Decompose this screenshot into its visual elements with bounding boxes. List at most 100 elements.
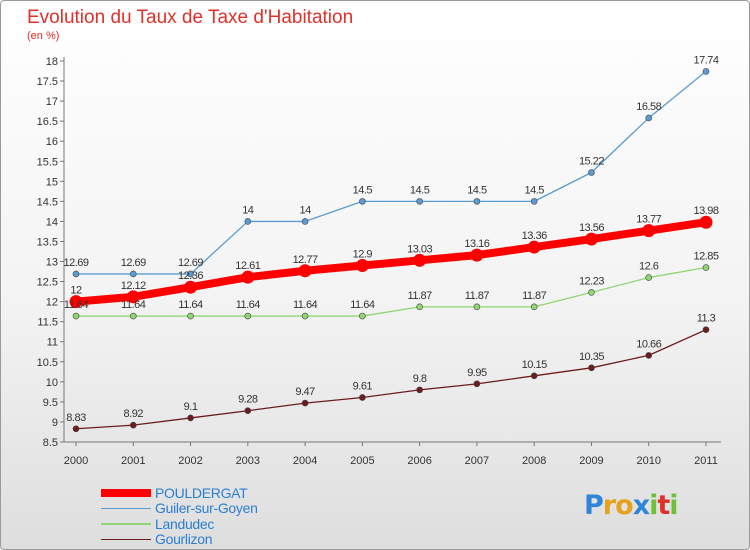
data-point [355,259,369,273]
data-point [72,425,80,433]
data-point [359,394,366,401]
data-label: 12.12 [121,280,146,292]
data-point [126,290,140,304]
data-label: 9.61 [353,380,373,392]
logo-letter: t [657,490,670,521]
legend-swatch [101,488,151,497]
data-label: 10.35 [579,351,604,363]
legend-swatch [101,507,151,509]
data-label: 13.16 [464,238,489,250]
logo-letter: o [615,490,634,521]
y-tick-label: 14.5 [37,196,58,208]
data-label: 14.5 [524,184,544,196]
data-point [702,264,710,271]
data-point [702,68,710,75]
data-label: 12.61 [235,260,260,272]
x-tick-label: 2010 [636,455,660,467]
data-label: 12.69 [63,257,88,269]
data-label: 10.66 [636,338,661,350]
data-point [530,372,538,380]
data-point [530,198,538,205]
data-point [527,240,541,254]
data-label: 14.5 [353,184,373,196]
data-point [244,218,252,225]
data-label: 9.8 [413,373,427,385]
y-tick-label: 17.5 [37,76,58,88]
y-tick-label: 13.5 [37,236,58,248]
data-point [187,414,194,422]
y-tick-label: 9.5 [43,397,58,409]
data-label: 8.92 [124,408,144,420]
x-tick-label: 2009 [579,455,603,467]
data-label: 9.1 [184,401,198,413]
data-label: 14 [242,204,254,216]
data-label: 13.56 [579,222,604,234]
legend-swatch [101,523,151,525]
y-tick-label: 17 [46,96,58,108]
data-point [129,421,137,429]
data-label: 11.87 [522,290,547,302]
data-label: 14 [299,204,311,216]
data-point [416,386,423,394]
y-tick-label: 12 [46,297,58,309]
data-point [702,326,710,334]
chart-title: Evolution du Taux de Taxe d'Habitation [27,7,354,28]
data-point [129,270,137,278]
data-label: 13.03 [407,243,432,255]
logo-letter: i [649,490,658,521]
data-label: 16.58 [636,101,661,113]
data-point [470,248,484,262]
series-line [75,329,707,430]
data-label: 17.74 [693,54,718,66]
legend-item: POULDERGAT [101,485,258,501]
x-tick-label: 2007 [465,455,489,467]
legend-item: Guiler-sur-Goyen [101,500,258,516]
legend: POULDERGAT Guiler-sur-Goyen Landudec Gourli… [101,485,258,547]
data-point [72,312,80,320]
data-label: 11.64 [121,299,146,311]
data-label: 10.15 [522,359,547,371]
data-label: 11.3 [697,313,716,325]
data-label: 14.5 [467,184,487,196]
data-label: 8.83 [66,412,86,424]
data-point [416,198,423,205]
data-point [244,312,252,320]
data-point [416,303,423,311]
y-tick-label: 16 [46,136,58,148]
legend-swatch [101,538,151,540]
x-tick-label: 2003 [236,455,260,467]
legend-item: Gourlizon [101,531,258,548]
x-tick-label: 2002 [178,455,202,467]
y-tick-label: 15 [46,176,58,188]
y-tick-label: 13 [46,257,58,269]
data-label: 15.22 [579,155,604,167]
data-point [359,198,366,205]
legend-label: Gourlizon [155,531,213,548]
data-point [642,224,656,238]
y-tick-label: 12.5 [37,277,58,289]
data-point [72,270,80,278]
y-tick-label: 10 [46,377,58,389]
data-label: 12.85 [693,251,718,263]
data-point [473,198,481,205]
data-point [413,253,427,267]
logo-letter: i [669,490,678,521]
legend-label: POULDERGAT [155,484,248,501]
x-tick-label: 2000 [64,455,88,467]
data-label: 12.77 [293,254,318,266]
x-tick-label: 2004 [293,455,317,467]
data-point [645,274,653,281]
data-label: 12.36 [178,270,203,282]
data-label: 11.64 [64,299,89,311]
data-point [187,312,194,320]
legend-item: Landudec [101,516,258,532]
y-tick-label: 18 [46,56,58,68]
data-point [69,295,83,309]
y-tick-label: 8.5 [43,437,58,449]
data-label: 13.77 [636,214,661,226]
data-point [187,270,194,278]
data-point [588,289,595,296]
data-point [298,264,312,278]
